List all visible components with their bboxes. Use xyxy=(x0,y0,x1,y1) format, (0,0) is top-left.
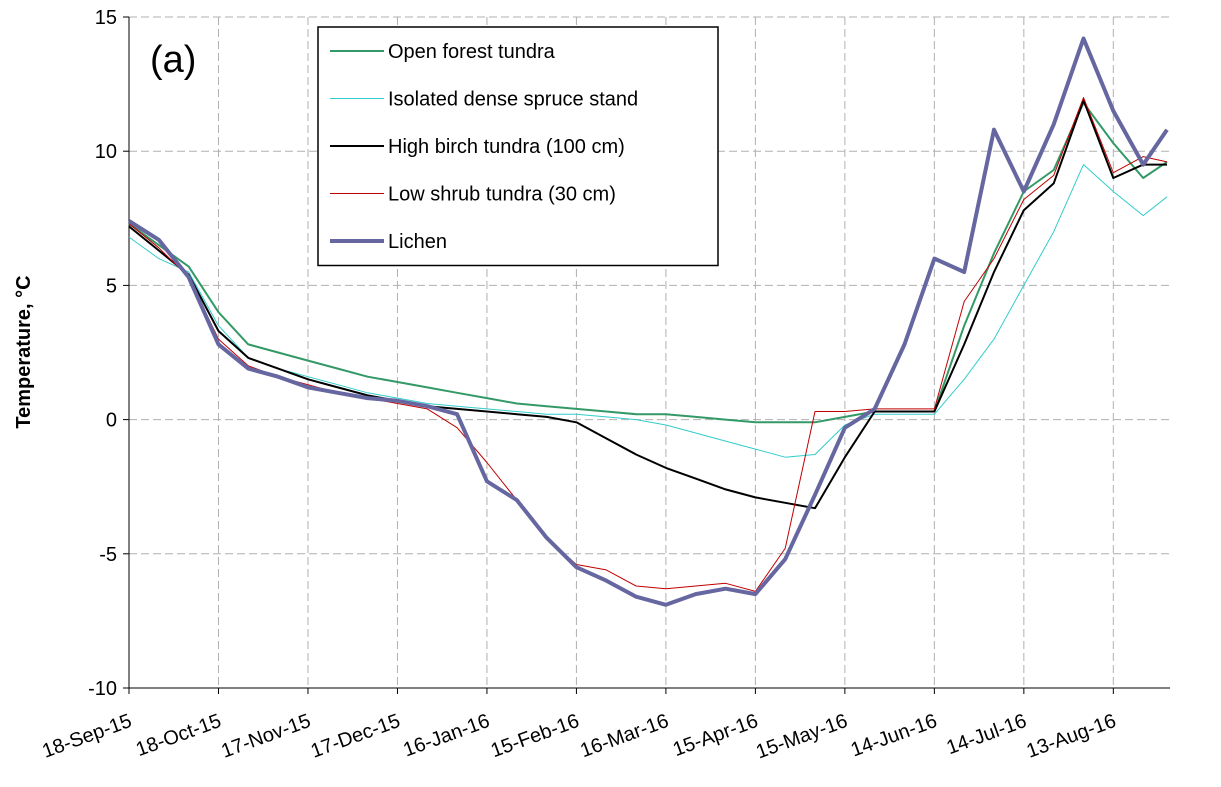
legend-box xyxy=(317,26,719,267)
series-line xyxy=(128,99,1167,510)
legend-label: Isolated dense spruce stand xyxy=(388,89,638,111)
x-tick-label: 17-Dec-15 xyxy=(308,710,403,763)
y-tick-label: 10 xyxy=(95,141,117,163)
legend-label: Open forest tundra xyxy=(388,41,556,63)
y-tick-label: -5 xyxy=(99,544,117,566)
series-line xyxy=(127,36,1169,607)
x-tick-label: 15-Apr-16 xyxy=(670,710,761,761)
x-tick-label: 14-Jul-16 xyxy=(944,710,1030,759)
x-tick-label: 15-May-16 xyxy=(753,710,850,763)
x-tick-label: 18-Oct-15 xyxy=(133,710,224,761)
x-tick-label: 13-Aug-16 xyxy=(1024,710,1119,763)
y-tick-label: 0 xyxy=(106,410,117,432)
annotation: (a) xyxy=(150,39,196,81)
x-tick-label: 16-Mar-16 xyxy=(577,710,671,762)
x-tick-label: 15-Feb-16 xyxy=(488,710,582,762)
x-tick-label: 16-Jan-16 xyxy=(400,710,492,761)
legend-label: Lichen xyxy=(388,231,447,253)
x-tick-label: 14-Jun-16 xyxy=(848,710,940,761)
y-tick-label: 5 xyxy=(106,275,117,297)
y-tick-label: 15 xyxy=(95,7,117,29)
y-tick-label: -10 xyxy=(88,678,117,700)
x-tick-label: 18-Sep-15 xyxy=(39,710,134,763)
series-line xyxy=(128,97,1168,592)
legend-label: High birch tundra (100 cm) xyxy=(388,136,625,158)
x-tick-label: 17-Nov-15 xyxy=(218,710,313,763)
y-axis-label: Temperature, °C xyxy=(13,275,35,428)
legend-label: Low shrub tundra (30 cm) xyxy=(388,184,616,206)
series-line xyxy=(128,101,1168,424)
series-line xyxy=(128,164,1168,458)
